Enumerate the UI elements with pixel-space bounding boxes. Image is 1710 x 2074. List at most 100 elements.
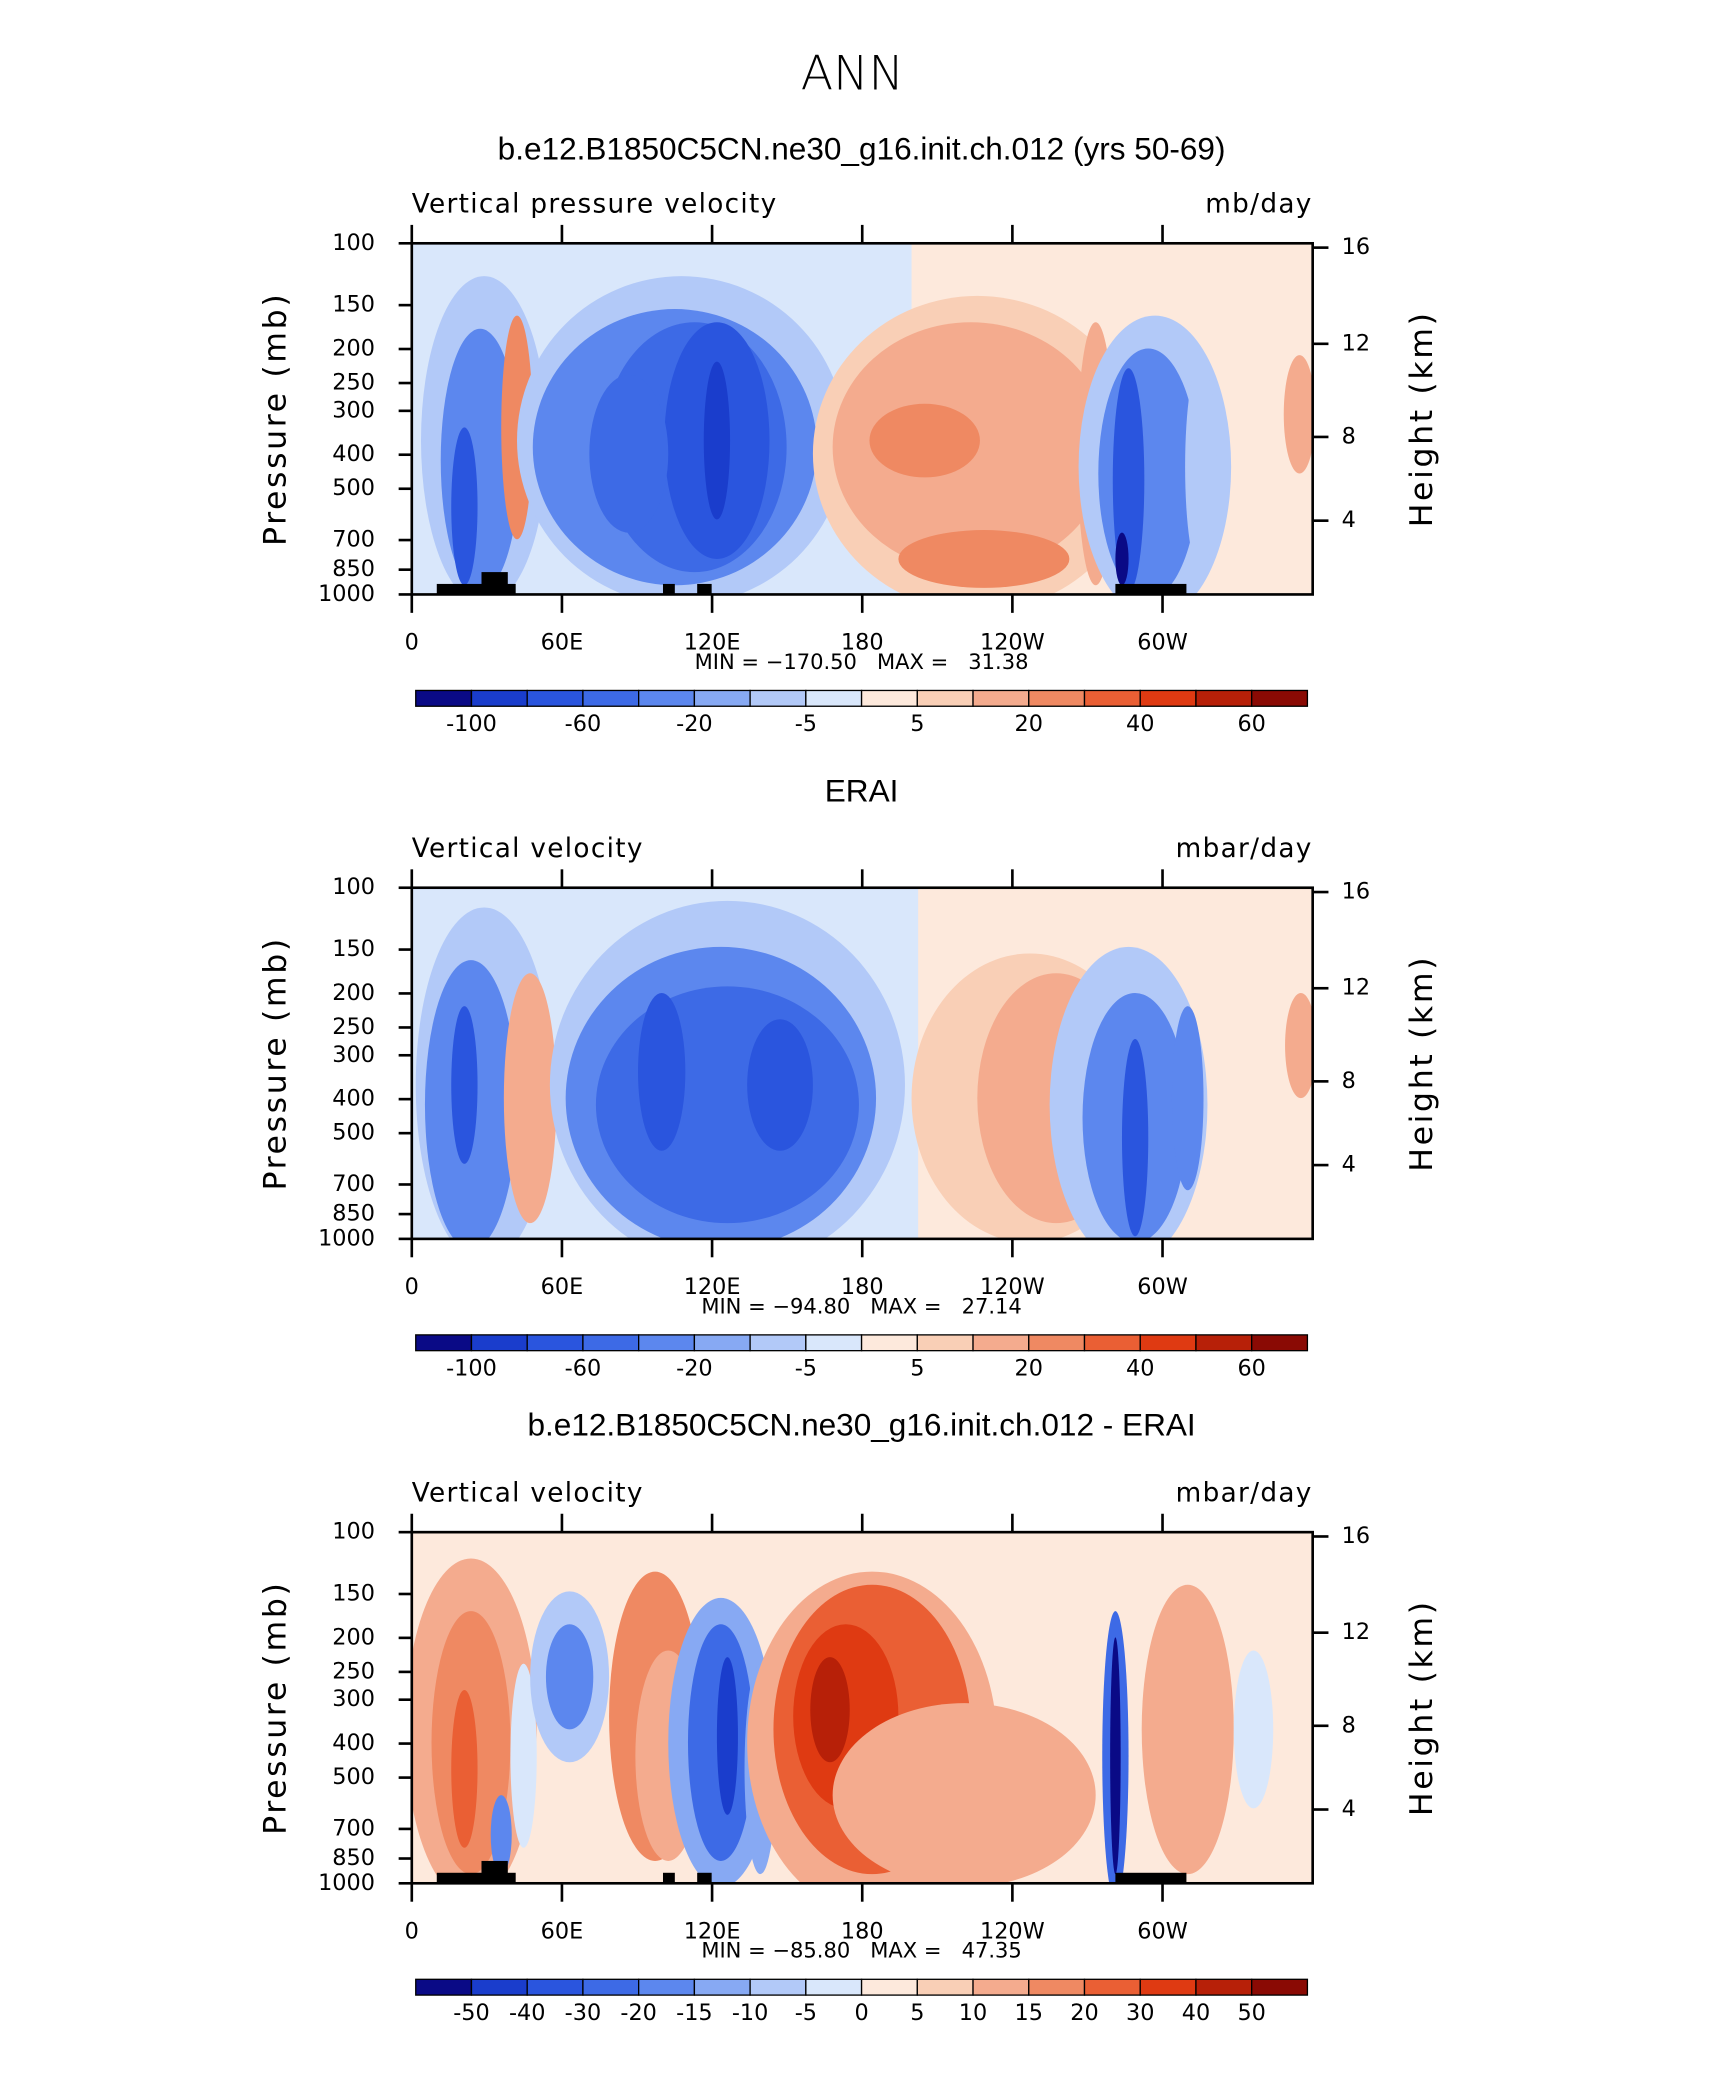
y-tick-label: 400: [332, 1730, 375, 1756]
y-tick-label: 100: [332, 230, 375, 256]
colorbar-label: -5: [795, 711, 817, 737]
x-tick-label: 120E: [684, 1274, 741, 1300]
colorbar-box: [860, 1978, 918, 1996]
field-region: [1185, 361, 1217, 573]
field-region: [503, 973, 557, 1224]
colorbar-box: [526, 1334, 584, 1352]
contour-field: [411, 887, 1313, 1239]
land-mask: [662, 583, 675, 595]
figure-title: ANN: [801, 46, 904, 101]
y-axis-label: Pressure (mb): [257, 292, 293, 546]
colorbar-label: 60: [1237, 711, 1265, 737]
y-tick-label: 500: [332, 475, 375, 501]
colorbar-label: 5: [910, 711, 924, 737]
field-region: [545, 1624, 594, 1730]
right-label: mbar/day: [1176, 834, 1313, 864]
colorbar-label: -30: [565, 2000, 602, 2026]
x-tick-label: 180: [841, 1918, 884, 1944]
colorbar-box: [860, 1334, 918, 1352]
x-tick-label: 60E: [541, 630, 584, 656]
colorbar-box: [805, 1978, 863, 1996]
colorbar-box: [805, 689, 863, 707]
right-label: mbar/day: [1176, 1479, 1313, 1509]
colorbar-box: [1139, 689, 1197, 707]
colorbar-box: [693, 1334, 751, 1352]
colorbar-box: [860, 689, 918, 707]
y-tick-label: 700: [332, 1171, 375, 1197]
field-region: [1141, 1584, 1234, 1875]
y-tick-label: 300: [332, 397, 375, 423]
y-tick-label: 1000: [318, 1225, 375, 1251]
colorbar-label: -20: [676, 711, 712, 737]
y2-axis-label: Height (km): [1404, 955, 1440, 1172]
colorbar-box: [749, 1978, 807, 1996]
colorbar-box: [972, 689, 1030, 707]
colorbar-label: -50: [453, 2000, 490, 2026]
field-region: [832, 1703, 1096, 1884]
field-region: [490, 1795, 512, 1875]
stats: MIN = −94.80 MAX = 27.14: [701, 1293, 1021, 1318]
x-tick-label: 180: [841, 630, 884, 656]
colorbar-label: 40: [1126, 711, 1154, 737]
colorbar-label: -100: [446, 711, 497, 737]
colorbar-box: [1028, 1978, 1086, 1996]
y-tick-label: 700: [332, 527, 375, 553]
y-tick-label: 200: [332, 980, 375, 1006]
y2-tick-label: 16: [1342, 234, 1370, 260]
colorbar-box: [415, 1334, 473, 1352]
field-region: [589, 374, 669, 533]
colorbar-label: -40: [509, 2000, 546, 2026]
colorbar-box: [972, 1334, 1030, 1352]
colorbar-label: 60: [1237, 1356, 1265, 1382]
land-mask: [662, 1872, 675, 1884]
field-region: [747, 1019, 813, 1151]
colorbar-box: [582, 689, 640, 707]
field-region: [810, 1657, 850, 1763]
colorbar-label: 15: [1015, 2000, 1043, 2026]
colorbar-box: [1251, 1978, 1309, 1996]
y-tick-label: 250: [332, 370, 375, 396]
x-tick-label: 120W: [980, 1918, 1045, 1944]
colorbar-label: -60: [565, 1356, 602, 1382]
colorbar-label: -20: [676, 1356, 712, 1382]
colorbar-box: [582, 1334, 640, 1352]
land-mask: [697, 583, 712, 595]
y2-tick-label: 8: [1342, 423, 1356, 449]
field-region: [1283, 355, 1313, 474]
y-tick-label: 400: [332, 441, 375, 467]
colorbar-label: 20: [1070, 2000, 1098, 2026]
colorbar-box: [582, 1978, 640, 1996]
y-tick-label: 850: [332, 556, 375, 582]
y-tick-label: 100: [332, 1519, 375, 1545]
y-tick-label: 1000: [318, 1870, 375, 1896]
colorbar-box: [637, 689, 696, 707]
colorbar-box: [1083, 1978, 1141, 1996]
colorbar-label: 5: [910, 1356, 924, 1382]
colorbar-box: [637, 1334, 696, 1352]
field-region: [716, 1657, 738, 1815]
land-mask: [481, 572, 508, 595]
land-mask: [436, 1872, 516, 1884]
field-region: [1233, 1650, 1274, 1809]
y-tick-label: 150: [332, 1580, 375, 1606]
stats: MIN = −170.50 MAX = 31.38: [695, 649, 1029, 674]
colorbar-box: [526, 1978, 584, 1996]
y2-tick-label: 4: [1342, 507, 1356, 533]
colorbar-box: [1195, 689, 1253, 707]
colorbar-label: -60: [565, 711, 602, 737]
y2-tick-label: 4: [1342, 1796, 1356, 1822]
contour-field: [411, 243, 1313, 595]
field-region: [595, 986, 859, 1224]
contour-field: [411, 1532, 1313, 1884]
field-region: [637, 992, 686, 1151]
panel-title: ERAI: [825, 772, 899, 808]
colorbar-box: [1028, 1334, 1086, 1352]
x-tick-label: 0: [405, 630, 419, 656]
y-tick-label: 250: [332, 1014, 375, 1040]
land-mask: [436, 583, 516, 595]
field-region: [703, 361, 731, 520]
colorbar-box: [916, 1978, 974, 1996]
colorbar-label: 5: [910, 2000, 924, 2026]
y-axis-label: Pressure (mb): [257, 1581, 293, 1835]
colorbar-label: 40: [1182, 2000, 1210, 2026]
